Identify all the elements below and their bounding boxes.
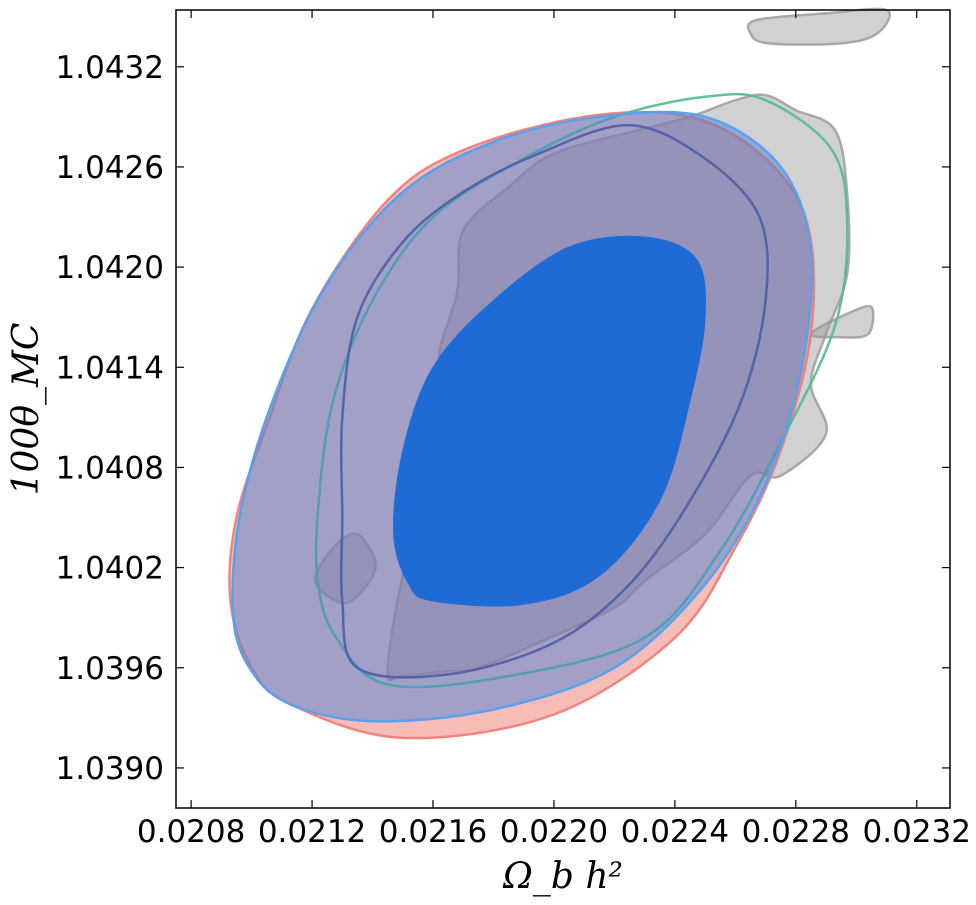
y-axis-label: 100θ_MC bbox=[6, 323, 47, 496]
x-tick-label: 0.0208 bbox=[137, 814, 245, 850]
x-tick-label: 0.0220 bbox=[500, 814, 608, 850]
x-tick-label: 0.0216 bbox=[379, 814, 487, 850]
contour-series-3-region-1 bbox=[314, 92, 849, 689]
y-tick-label: 1.0408 bbox=[56, 450, 164, 486]
x-axis-label: Ω_b h² bbox=[502, 856, 623, 897]
contour-layer bbox=[228, 7, 892, 740]
y-tick-label: 1.0390 bbox=[56, 751, 164, 787]
x-axis-ticks: 0.0208 0.0212 0.0216 0.0220 0.0224 0.0228 0.02… bbox=[137, 10, 971, 850]
y-tick-label: 1.0432 bbox=[56, 50, 164, 86]
contour-series-6-region-1 bbox=[339, 123, 769, 679]
x-tick-label: 0.0228 bbox=[742, 814, 850, 850]
plot-frame bbox=[175, 9, 951, 809]
contour-series-1-region-1 bbox=[746, 7, 892, 46]
y-tick-label: 1.0420 bbox=[56, 250, 164, 286]
y-tick-label: 1.0396 bbox=[56, 651, 164, 687]
y-tick-label: 1.0414 bbox=[56, 350, 164, 386]
x-tick-label: 0.0232 bbox=[863, 814, 971, 850]
y-axis-ticks: 1.0390 1.0396 1.0402 1.0408 1.0414 1.0420 1.04… bbox=[56, 50, 950, 787]
contour-series-5-region-1 bbox=[393, 235, 707, 607]
x-tick-label: 0.0212 bbox=[258, 814, 366, 850]
x-tick-label: 0.0224 bbox=[621, 814, 729, 850]
contour-series-1-region-3 bbox=[809, 304, 875, 339]
y-tick-label: 1.0426 bbox=[56, 150, 164, 186]
y-tick-label: 1.0402 bbox=[56, 551, 164, 587]
